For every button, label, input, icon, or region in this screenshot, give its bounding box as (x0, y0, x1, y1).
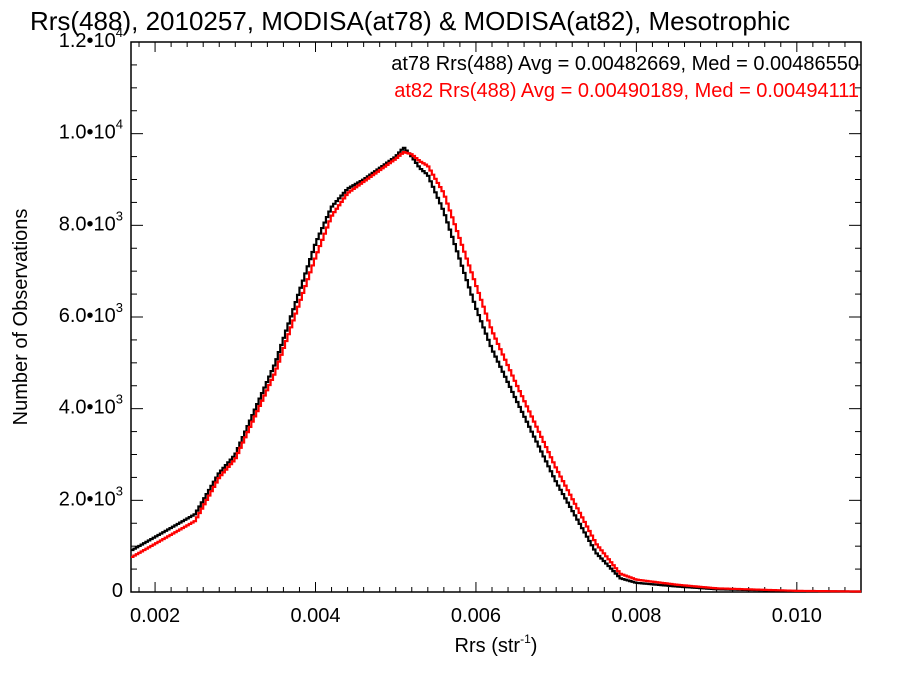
series-1-line (131, 151, 862, 593)
x-tick-label: 0.010 (772, 605, 822, 627)
y-tick-label-exponent: 4 (116, 117, 123, 132)
y-tick-label: 1.0•104 (59, 117, 123, 144)
x-axis-label-main: Rrs (str (455, 635, 521, 657)
y-tick-label: 0 (112, 580, 123, 602)
plot-frame (130, 41, 862, 593)
annotations: at78 Rrs(488) Avg = 0.00482669, Med = 0.… (391, 53, 859, 102)
x-tick-label: 0.004 (290, 605, 340, 627)
y-tick-label-exponent: 4 (116, 25, 123, 40)
y-tick-label-exponent: 3 (116, 392, 123, 407)
y-tick-label: 6.0•103 (59, 300, 123, 327)
y-tick-label: 8.0•103 (59, 208, 123, 235)
y-tick-label-mantissa: 8.0•10 (59, 213, 116, 235)
x-axis-label: Rrs (str-1) (455, 632, 538, 657)
y-tick-label-mantissa: 1.2•10 (59, 30, 116, 52)
y-tick-label: 1.2•104 (59, 25, 123, 52)
y-tick-label: 4.0•103 (59, 392, 123, 419)
y-tick-label-exponent: 3 (116, 300, 123, 315)
y-tick-label-mantissa: 6.0•10 (59, 305, 116, 327)
y-tick-label-mantissa: 0 (112, 580, 123, 602)
x-tick-label: 0.002 (130, 605, 180, 627)
y-tick-label-mantissa: 2.0•10 (59, 488, 116, 510)
y-tick-label-exponent: 3 (116, 208, 123, 223)
chart-title: Rrs(488), 2010257, MODISA(at78) & MODISA… (30, 6, 790, 36)
annotation-1: at82 Rrs(488) Avg = 0.00490189, Med = 0.… (394, 80, 859, 102)
y-tick-label-exponent: 3 (116, 483, 123, 498)
x-axis-label-superscript: -1 (520, 632, 531, 646)
series-layer (131, 146, 862, 593)
y-tick-label-mantissa: 1.0•10 (59, 122, 116, 144)
x-tick-label: 0.006 (451, 605, 501, 627)
x-axis-label-end: ) (531, 635, 538, 657)
y-tick-label-mantissa: 4.0•10 (59, 397, 116, 419)
axis-ticks: 0.002 0.004 0.006 0.008 0.01002.0•1034.0•103… (59, 25, 862, 627)
y-tick-label: 2.0•103 (59, 483, 123, 510)
annotation-0: at78 Rrs(488) Avg = 0.00482669, Med = 0.… (391, 53, 859, 75)
y-axis-label: Number of Observations (10, 209, 32, 426)
series-0-line (131, 146, 862, 593)
x-tick-label: 0.008 (611, 605, 661, 627)
